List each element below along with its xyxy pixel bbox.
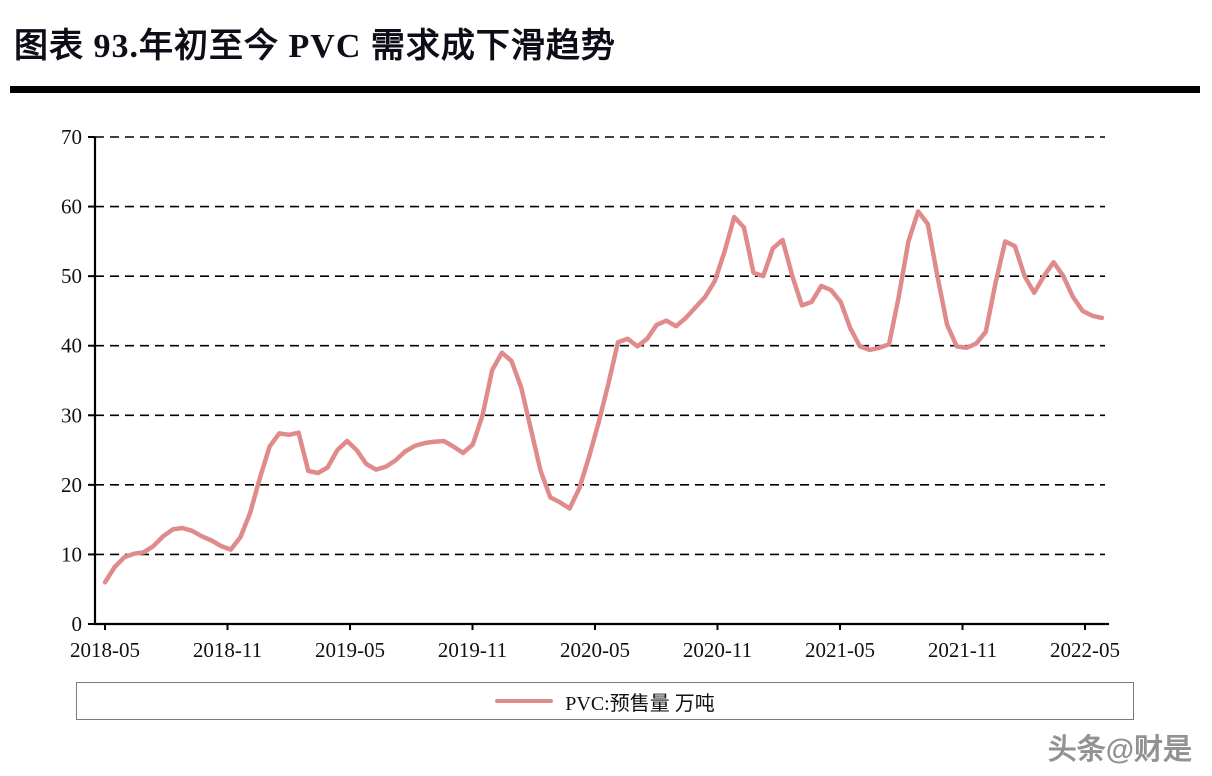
pvc-line-chart: 0 10 20 30 40 50 60 70 2018-05 2018-11 2019-05 2019…	[61, 125, 1120, 662]
page-title: 图表 93.年初至今 PVC 需求成下滑趋势	[14, 28, 616, 65]
svg-text:0: 0	[72, 612, 83, 636]
svg-text:60: 60	[61, 195, 82, 219]
svg-text:2018-11: 2018-11	[193, 638, 262, 662]
svg-text:30: 30	[61, 403, 82, 427]
svg-text:40: 40	[61, 334, 82, 358]
svg-text:2022-05: 2022-05	[1050, 638, 1120, 662]
svg-text:50: 50	[61, 264, 82, 288]
legend-line-sample	[495, 699, 554, 703]
svg-text:2020-05: 2020-05	[560, 638, 630, 662]
svg-text:10: 10	[61, 542, 82, 566]
svg-text:2021-05: 2021-05	[805, 638, 875, 662]
legend-label: PVC:预售量 万吨	[565, 692, 715, 715]
watermark: 头条@财是	[1047, 734, 1192, 766]
svg-text:2019-11: 2019-11	[438, 638, 507, 662]
svg-text:20: 20	[61, 473, 82, 497]
title-rule	[10, 86, 1200, 93]
svg-text:2020-11: 2020-11	[683, 638, 752, 662]
svg-text:2019-05: 2019-05	[315, 638, 385, 662]
svg-text:70: 70	[61, 125, 82, 149]
chart-legend: PVC:预售量 万吨	[76, 682, 1134, 720]
svg-text:2021-11: 2021-11	[928, 638, 997, 662]
svg-text:2018-05: 2018-05	[70, 638, 140, 662]
